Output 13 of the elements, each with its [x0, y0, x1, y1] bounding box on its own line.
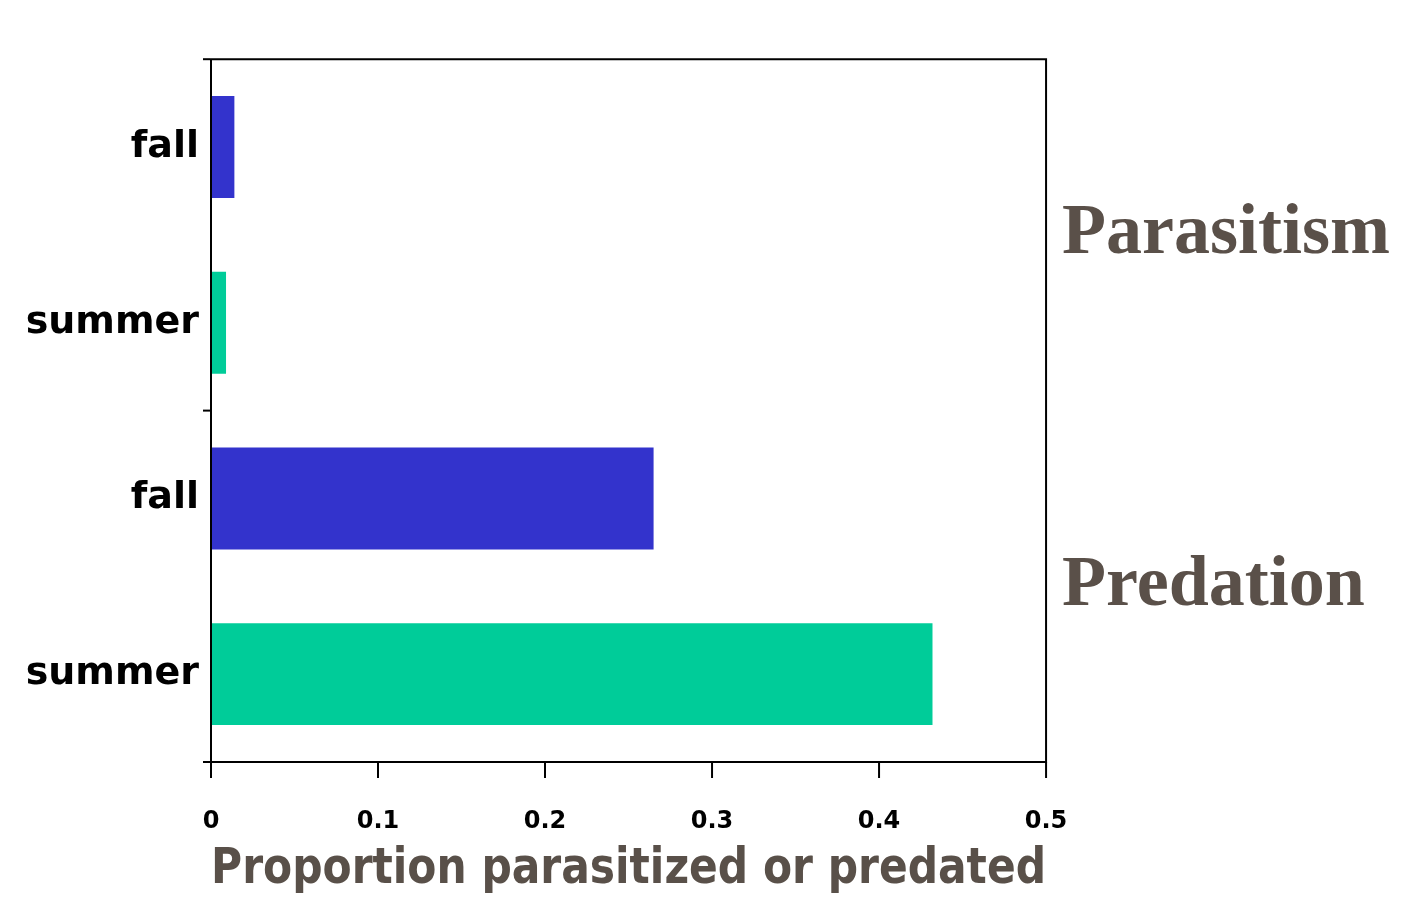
- x-tick-label: 0.5: [1024, 806, 1068, 835]
- x-tick-label: 0.1: [356, 806, 400, 835]
- y-tick-label: Predation: [1062, 540, 1365, 621]
- series-label: fall: [130, 121, 199, 166]
- x-tick-label: 0.3: [690, 806, 734, 835]
- x-tick-label: 0.4: [857, 806, 901, 835]
- x-tick-label: 0.2: [523, 806, 567, 835]
- text: summer: [25, 649, 199, 694]
- x-axis-title: Proportion parasitized or predated: [211, 836, 1046, 895]
- x-tick-label: 0: [202, 806, 220, 835]
- y-tick-label: Parasitism: [1062, 189, 1390, 270]
- series-label: summer: [25, 297, 200, 342]
- text: fall: [130, 473, 199, 518]
